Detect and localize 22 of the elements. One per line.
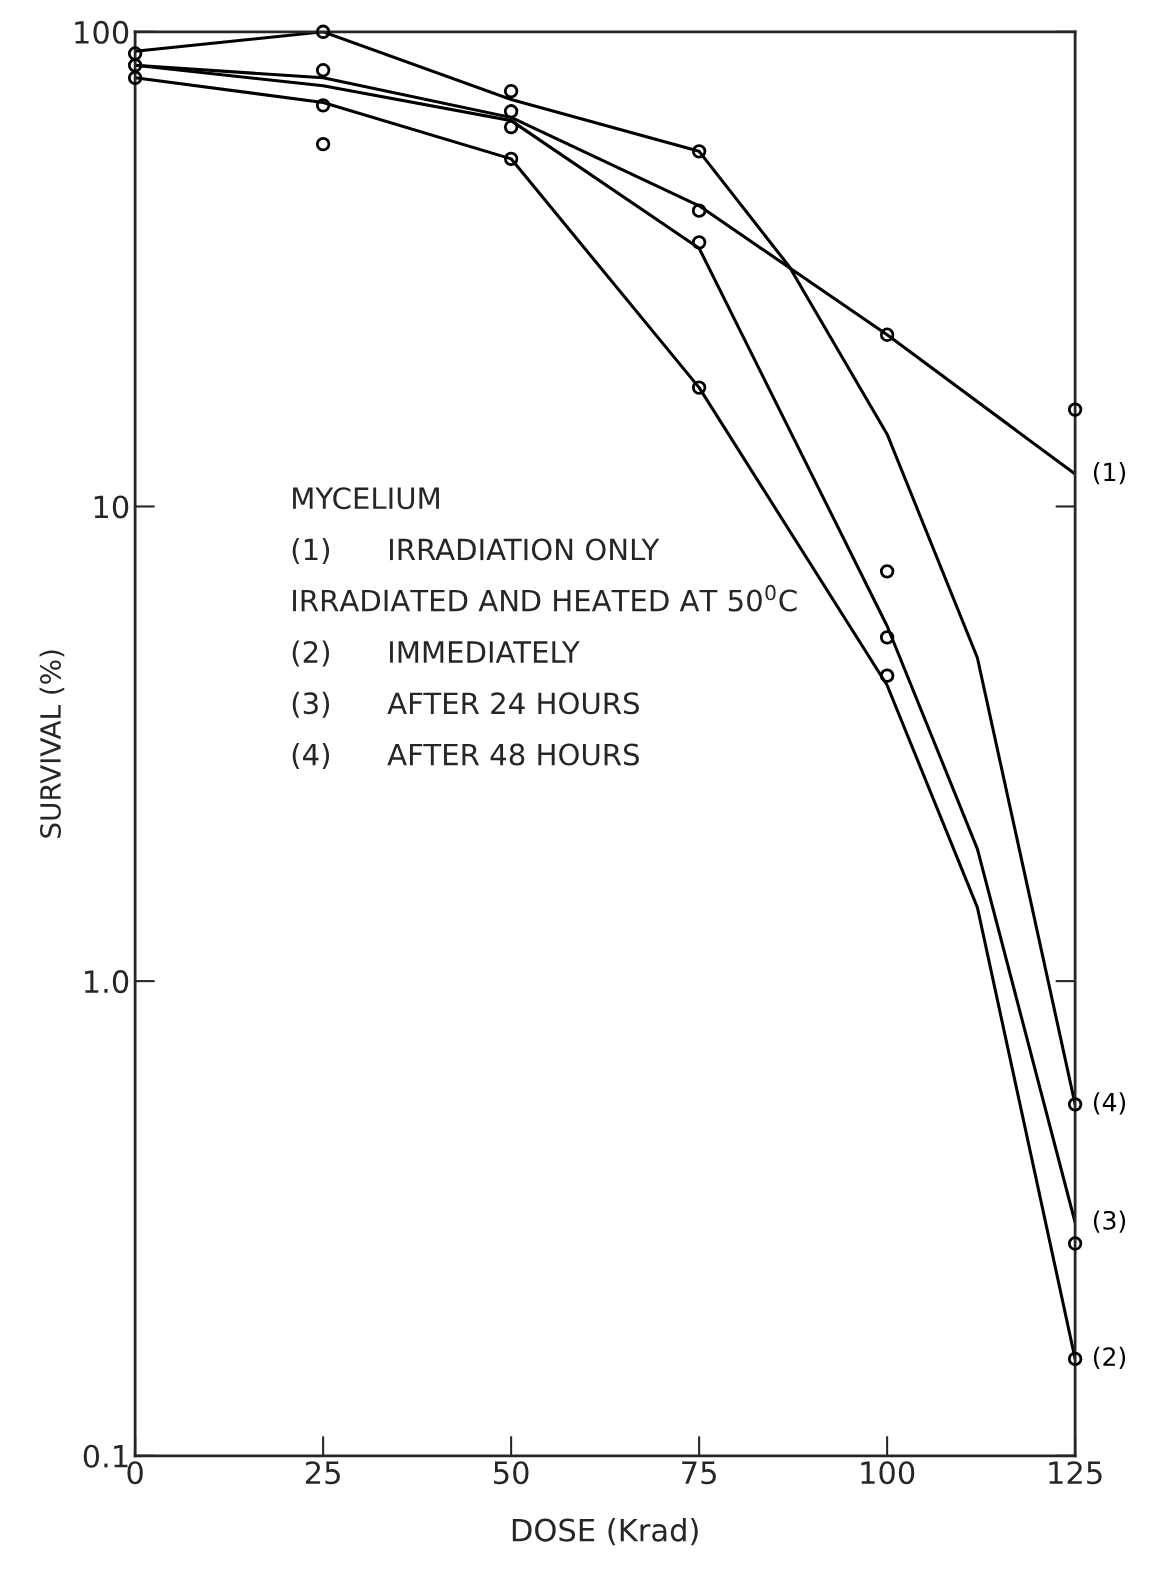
series-label: (1) [1093,462,1126,485]
series-label: (4) [1093,1092,1126,1115]
annotation: IRRADIATED AND HEATED AT 50$^{0}$C [293,584,797,612]
annotation: (3) AFTER 24 HOURS [292,691,639,718]
x-axis-title: DOSE (Krad) [512,1517,698,1546]
x-tick-label: 25 [305,1461,340,1485]
x-tick-label: 125 [1049,1461,1102,1485]
y-axis-title: SURVIVAL (%) [39,650,65,838]
y-tick-label: 100 [75,20,129,44]
annotation: (4) AFTER 48 HOURS [292,743,639,769]
y-tick-label: 1.0 [85,970,129,994]
x-tick-label: 100 [861,1461,915,1485]
y-tick-label: 0.1 [83,1444,128,1468]
annotation: MYCELIUM [293,487,439,510]
x-tick-label: 0 [127,1461,143,1485]
series-label: (2) [1093,1346,1126,1370]
x-tick-label: 50 [494,1461,529,1485]
annotation: (2) IMMEDIATELY [292,640,580,667]
annotation: (1) IRRADIATION ONLY [292,537,660,564]
y-tick-label: 10 [94,495,129,519]
x-tick-label: 75 [682,1461,716,1485]
series-label: (3) [1093,1210,1126,1233]
